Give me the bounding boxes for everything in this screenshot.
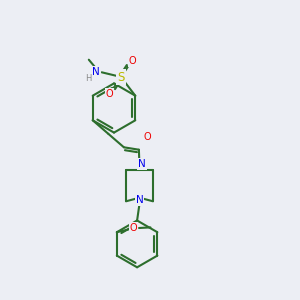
Text: S: S <box>117 70 124 84</box>
Text: N: N <box>136 195 143 205</box>
Text: N: N <box>138 159 146 169</box>
Text: O: O <box>143 132 151 142</box>
Text: O: O <box>130 223 137 233</box>
Text: O: O <box>128 56 136 66</box>
Text: N: N <box>92 67 100 77</box>
Text: O: O <box>106 88 113 99</box>
Text: H: H <box>85 74 91 83</box>
